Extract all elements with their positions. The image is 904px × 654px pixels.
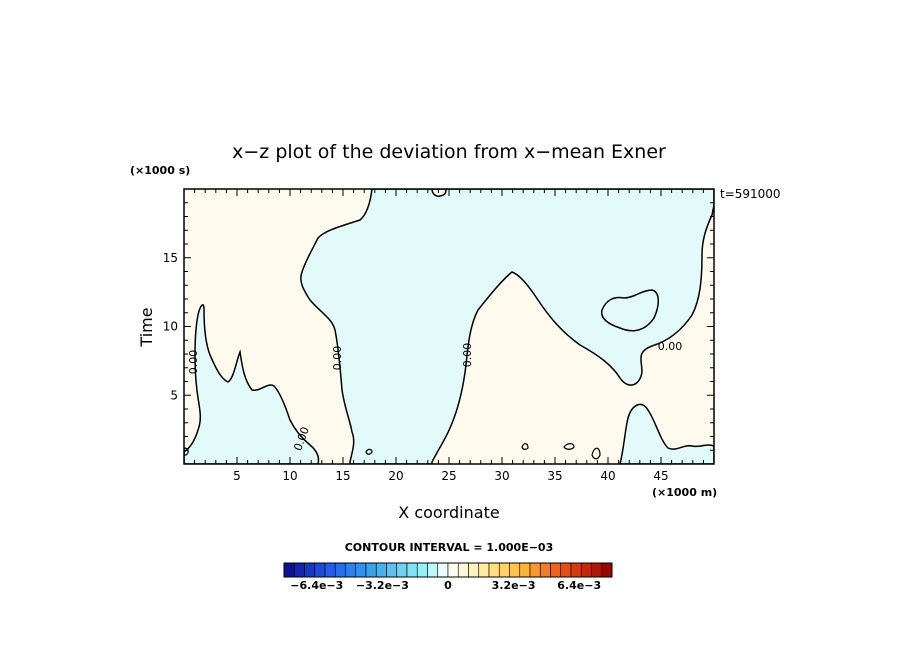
- colorbar-tick-labels: −6.4e−3 −3.2e−3 0 3.2e−3 6.4e−3: [290, 579, 601, 592]
- x-tick-label: 10: [282, 469, 297, 483]
- colorbar-swatch: [447, 562, 459, 578]
- y-axis-ticks: 5 10 15: [163, 202, 714, 451]
- colorbar-swatch: [580, 562, 592, 578]
- contour-label-5: 0.00: [658, 340, 683, 353]
- colorbar-tick-label: −3.2e−3: [356, 579, 409, 592]
- y-axis-label: Time: [137, 307, 156, 347]
- colorbar-swatch: [416, 562, 428, 578]
- x-axis-ticks: 5 10 15 20 25 30 35 40 45: [194, 189, 704, 483]
- negative-region-left: [184, 304, 320, 464]
- colorbar-swatch: [488, 562, 500, 578]
- x-tick-label: 30: [494, 469, 509, 483]
- colorbar-swatch: [293, 562, 305, 578]
- colorbar-swatch: [478, 562, 490, 578]
- colorbar-swatch: [591, 562, 603, 578]
- x-tick-label: 35: [547, 469, 562, 483]
- y-tick-label: 10: [163, 320, 178, 334]
- colorbar-tick-label: 3.2e−3: [492, 579, 536, 592]
- colorbar-swatch: [457, 562, 469, 578]
- bottom-blob-5: [184, 447, 189, 456]
- colorbar-swatch: [601, 562, 613, 578]
- colorbar-swatch: [334, 562, 346, 578]
- colorbar-swatch: [386, 562, 398, 578]
- x-axis-label: X coordinate: [398, 503, 499, 522]
- chart-title: x−z plot of the deviation from x−mean Ex…: [232, 141, 666, 163]
- x-tick-label: 20: [388, 469, 403, 483]
- x-tick-label: 15: [335, 469, 350, 483]
- negative-region-bottom-right: [619, 403, 714, 464]
- bottom-blob-2: [591, 447, 601, 460]
- top-notch: [431, 189, 447, 197]
- colorbar-tick-label: 0: [444, 579, 452, 592]
- contour-labels: 0.00 0.00 0.00 0.00 0.00: [187, 340, 682, 453]
- y-tick-label: 15: [163, 251, 178, 265]
- x-tick-label: 25: [441, 469, 456, 483]
- x-tick-label: 40: [600, 469, 615, 483]
- bottom-blob-4: [365, 448, 373, 455]
- colorbar-swatch: [365, 562, 377, 578]
- x-tick-label: 5: [233, 469, 241, 483]
- colorbar-swatch: [406, 562, 418, 578]
- colorbar-swatch: [529, 562, 541, 578]
- colorbar-swatch: [468, 562, 480, 578]
- colorbar-frame: [283, 562, 613, 578]
- y-unit-label: (×1000 s): [130, 164, 190, 177]
- colorbar-swatch: [345, 562, 357, 578]
- contour-interval-label: CONTOUR INTERVAL = 1.000E−03: [345, 541, 554, 554]
- bottom-blob-1: [563, 443, 575, 450]
- colorbar-swatch: [509, 562, 521, 578]
- time-label: t=591000: [720, 187, 781, 201]
- x-unit-label: (×1000 m): [652, 486, 717, 499]
- colorbar-swatch: [519, 562, 531, 578]
- colorbar-swatch: [560, 562, 572, 578]
- colorbar-swatch: [550, 562, 562, 578]
- contour-label-4: 0.00: [461, 343, 474, 368]
- colorbar-swatch: [498, 562, 510, 578]
- colorbar-swatch: [375, 562, 387, 578]
- colorbar-swatch: [570, 562, 582, 578]
- contour-regions: [184, 189, 714, 464]
- colorbar-swatch: [427, 562, 439, 578]
- colorbar-swatch: [283, 562, 295, 578]
- y-tick-label: 5: [170, 388, 178, 402]
- negative-region-right-closed: [600, 289, 659, 332]
- colorbar: [283, 562, 613, 578]
- colorbar-tick-label: 6.4e−3: [557, 579, 601, 592]
- colorbar-swatch: [314, 562, 326, 578]
- colorbar-swatch: [355, 562, 367, 578]
- negative-region-central: [300, 189, 714, 464]
- colorbar-swatch: [324, 562, 336, 578]
- x-tick-label: 45: [653, 469, 668, 483]
- colorbar-swatch: [396, 562, 408, 578]
- colorbar-swatch: [539, 562, 551, 578]
- bottom-blob-3: [521, 443, 529, 450]
- contour-label-3: 0.00: [331, 346, 344, 371]
- colorbar-swatch: [437, 562, 449, 578]
- contour-label-1: 0.00: [187, 350, 200, 375]
- colorbar-tick-label: −6.4e−3: [290, 579, 343, 592]
- colorbar-swatch: [304, 562, 316, 578]
